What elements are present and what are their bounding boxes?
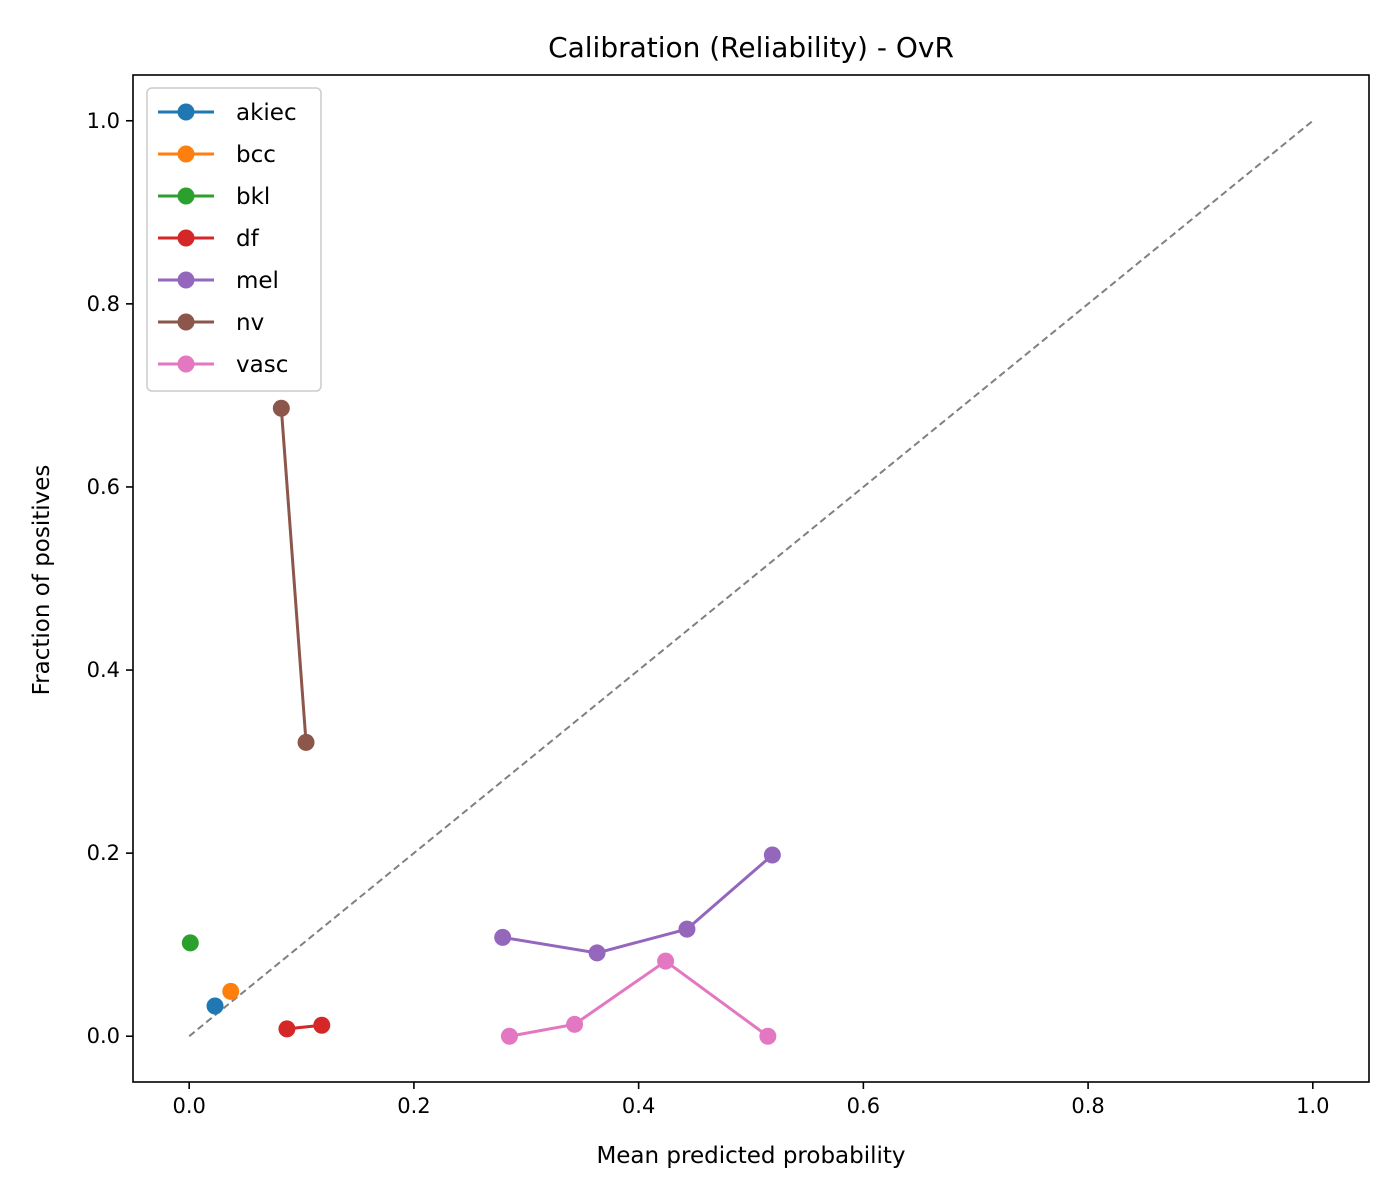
legend-item-vasc: vasc: [158, 352, 288, 378]
x-tick-label: 1.0: [1296, 1094, 1329, 1118]
series-akiec: [206, 997, 224, 1015]
series-df: [278, 1016, 331, 1038]
series-bkl: [181, 934, 199, 952]
legend-label: mel: [236, 268, 279, 294]
series-vasc: [500, 952, 777, 1045]
legend-item-nv: nv: [158, 310, 264, 336]
legend-marker: [177, 355, 195, 373]
y-tick-label: 0.2: [87, 841, 120, 865]
data-point-bcc: [222, 982, 240, 1000]
plot-frame: [132, 74, 1370, 1083]
legend-label: bcc: [236, 142, 276, 168]
legend-label: nv: [236, 310, 264, 336]
data-point-vasc: [500, 1027, 518, 1045]
data-point-akiec: [206, 997, 224, 1015]
y-tick-label: 0.6: [87, 475, 120, 499]
legend-marker: [177, 313, 195, 331]
data-point-mel: [678, 920, 696, 938]
y-tick-label: 0.0: [87, 1024, 120, 1048]
legend-marker: [177, 145, 195, 163]
data-point-vasc: [657, 952, 675, 970]
series-bcc: [222, 982, 240, 1000]
data-point-nv: [297, 733, 315, 751]
legend-item-bcc: bcc: [158, 142, 276, 168]
legend-label: akiec: [236, 100, 297, 126]
data-point-vasc: [566, 1015, 584, 1033]
legend-marker: [177, 229, 195, 247]
series-line-mel: [502, 853, 774, 955]
data-point-mel: [494, 928, 512, 946]
data-point-nv: [272, 399, 290, 417]
series-line-nv: [279, 408, 308, 743]
legend-label: bkl: [236, 184, 270, 210]
data-point-mel: [588, 944, 606, 962]
data-point-mel: [763, 846, 781, 864]
data-point-df: [313, 1016, 331, 1034]
data-point-bkl: [181, 934, 199, 952]
data-point-df: [278, 1020, 296, 1038]
legend-label: df: [236, 226, 260, 252]
plot-area: 0.0 0.2 0.4 0.6 0.8 1.0 0.0 0.2 0.4 0.6 0.8 1.0 akie…: [87, 74, 1370, 1118]
x-tick-label: 0.4: [622, 1094, 655, 1118]
x-axis-label: Mean predicted probability: [596, 1143, 905, 1169]
y-tick-label: 0.8: [87, 292, 120, 316]
x-tick-label: 0.2: [397, 1094, 430, 1118]
x-tick-label: 0.0: [172, 1094, 205, 1118]
legend-item-bkl: bkl: [158, 184, 270, 210]
y-tick-label: 0.4: [87, 658, 120, 682]
legend-marker: [177, 271, 195, 289]
y-axis-label: Fraction of positives: [29, 465, 55, 696]
legend-item-akiec: akiec: [158, 100, 297, 126]
chart-title: Calibration (Reliability) - OvR: [548, 31, 954, 64]
x-tick-label: 0.6: [847, 1094, 880, 1118]
legend-item-df: df: [158, 226, 260, 252]
legend: akiec bcc bkl df mel nv vasc: [146, 87, 322, 392]
series-line-vasc: [509, 959, 769, 1038]
reference-diagonal-line: [188, 119, 1314, 1038]
legend-marker: [177, 187, 195, 205]
series-nv: [272, 399, 315, 751]
data-point-vasc: [759, 1027, 777, 1045]
legend-label: vasc: [236, 352, 288, 378]
series-mel: [494, 846, 781, 962]
x-tick-label: 0.8: [1071, 1094, 1104, 1118]
legend-marker: [177, 103, 195, 121]
y-tick-label: 1.0: [87, 109, 120, 133]
legend-item-mel: mel: [158, 268, 279, 294]
